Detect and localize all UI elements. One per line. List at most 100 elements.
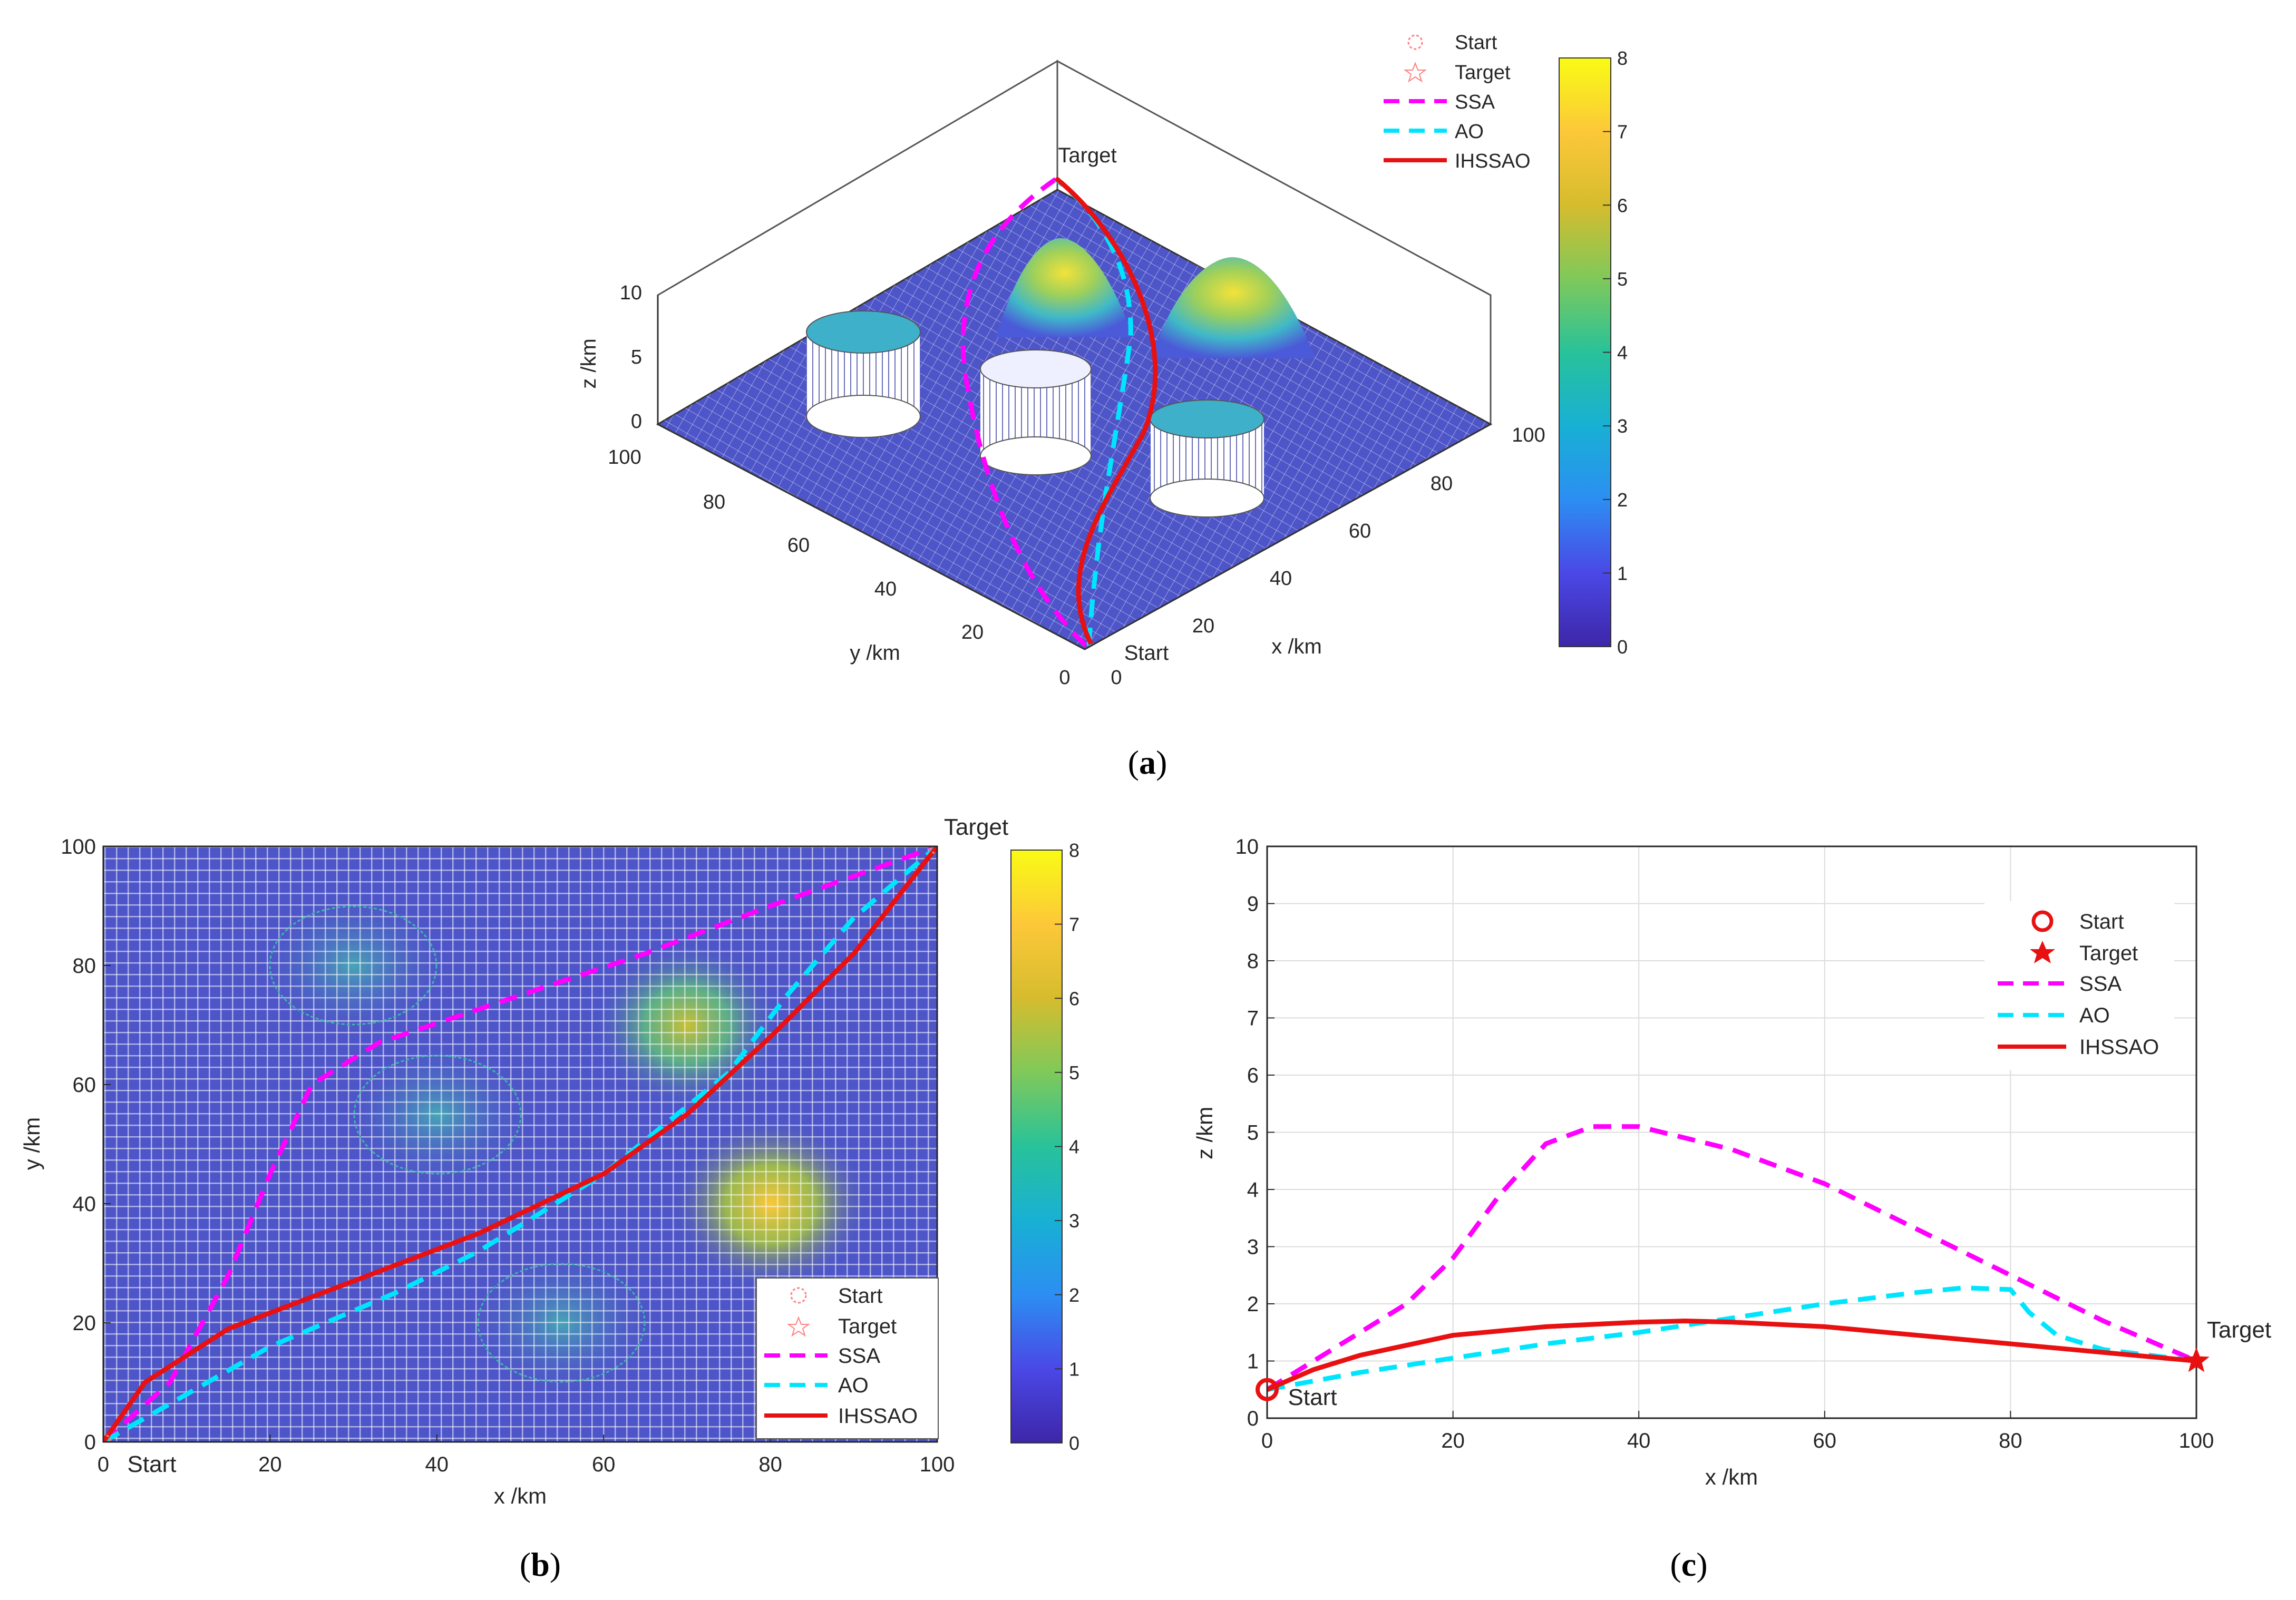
colorbar-tick: 2 — [1617, 489, 1628, 511]
legend-item-ihssao: IHSSAO — [1455, 150, 1531, 172]
c-y-axis-label: z /km — [1192, 1107, 1217, 1159]
legend-a: Start Target SSA AO IHSSAO — [1370, 26, 1547, 184]
colorbar-tick: 4 — [1069, 1136, 1079, 1158]
colorbar-tick: 8 — [1069, 840, 1079, 861]
c-y-tick: 4 — [1247, 1178, 1259, 1202]
x-tick-80: 80 — [1431, 473, 1453, 495]
legend-item-target: Target — [1455, 62, 1511, 84]
z-tick-5: 5 — [631, 346, 642, 368]
legend-c: Start Target SSA AO IHSSAO — [1984, 901, 2174, 1070]
c-series-ao — [1267, 1285, 2196, 1392]
colorbar-tick: 2 — [1069, 1284, 1079, 1306]
label-start-c: Start — [1288, 1384, 1337, 1410]
c-x-tick: 80 — [1999, 1429, 2022, 1452]
label-target-b: Target — [944, 814, 1008, 840]
colorbar-b: 0 1 2 3 4 5 6 7 8 — [1010, 840, 1079, 1454]
colorbar-tick: 1 — [1617, 562, 1628, 584]
c-start-marker — [1256, 1378, 1279, 1401]
b-x-tick: 80 — [758, 1453, 782, 1476]
x-axis-label: x /km — [1271, 635, 1322, 658]
path-3d-ihssao — [1054, 176, 1158, 645]
b-y-tick: 20 — [73, 1312, 96, 1335]
b-y-tick: 60 — [73, 1074, 96, 1097]
b-x-axis-label: x /km — [494, 1484, 547, 1508]
caption-b: (b) — [520, 1546, 561, 1583]
x-tick-0: 0 — [1111, 667, 1122, 689]
y-tick-20: 20 — [961, 621, 984, 643]
legend-b-ao: AO — [838, 1374, 869, 1397]
x-tick-60: 60 — [1349, 520, 1371, 542]
colorbar-a: 0 1 2 3 4 5 6 7 8 — [1559, 47, 1628, 658]
z-tick-10: 10 — [620, 282, 642, 304]
colorbar-tick: 1 — [1069, 1358, 1079, 1380]
colorbar-tick: 7 — [1069, 914, 1079, 935]
colorbar-tick: 3 — [1617, 415, 1628, 437]
b-series-ihssao — [103, 846, 937, 1442]
legend-c-target: Target — [2079, 942, 2138, 965]
colorbar-tick: 4 — [1617, 342, 1628, 364]
z-axis-label: z /km — [577, 338, 600, 389]
c-series-ssa — [1267, 1124, 2196, 1392]
legend-b-ihssao: IHSSAO — [838, 1404, 918, 1428]
x-tick-100: 100 — [1512, 424, 1545, 446]
panel-c-line-plot: 0 20 40 60 80 100 0 1 2 3 4 5 6 7 8 9 10 x /km z /km Tar… — [1192, 835, 2271, 1583]
c-y-tick: 2 — [1247, 1293, 1259, 1316]
c-series-ihssao — [1267, 1319, 2196, 1392]
cylinder-obstacle-2 — [980, 349, 1092, 475]
label-start-b: Start — [128, 1451, 177, 1477]
legend-b: Start Target SSA AO IHSSAO — [756, 1277, 939, 1439]
c-y-tick: 5 — [1247, 1121, 1259, 1145]
legend-c-ao: AO — [2079, 1004, 2110, 1027]
y-tick-40: 40 — [874, 578, 897, 600]
colorbar-tick: 6 — [1069, 988, 1079, 1009]
label-start-a: Start — [1124, 641, 1169, 665]
y-tick-100: 100 — [608, 446, 641, 469]
c-y-tick: 8 — [1247, 950, 1259, 973]
colorbar-tick: 5 — [1617, 268, 1628, 290]
colorbar-tick: 8 — [1617, 47, 1628, 69]
b-y-tick: 40 — [73, 1193, 96, 1216]
colorbar-tick: 6 — [1617, 194, 1628, 216]
legend-c-start: Start — [2079, 910, 2124, 933]
c-y-tick: 0 — [1247, 1407, 1259, 1430]
legend-item-start: Start — [1455, 32, 1497, 54]
colorbar-tick: 0 — [1617, 636, 1628, 658]
y-axis-label: y /km — [850, 641, 900, 665]
b-x-tick: 0 — [98, 1453, 109, 1476]
b-series-ao — [103, 846, 937, 1442]
colorbar-tick: 7 — [1617, 121, 1628, 143]
c-x-tick: 40 — [1627, 1429, 1651, 1452]
c-x-tick: 20 — [1441, 1429, 1465, 1452]
c-x-tick: 0 — [1261, 1429, 1273, 1452]
legend-b-target: Target — [838, 1315, 897, 1338]
c-y-tick: 7 — [1247, 1007, 1259, 1030]
legend-b-start: Start — [838, 1284, 882, 1308]
legend-c-ihssao: IHSSAO — [2079, 1036, 2159, 1059]
hill-peak-6 — [996, 238, 1133, 337]
legend-item-ao: AO — [1455, 121, 1484, 143]
panel-a-surface-plot: 10 5 0 z /km 100 80 60 40 20 0 y /km 0 2… — [577, 26, 1628, 781]
c-y-tick: 1 — [1247, 1350, 1259, 1373]
c-x-axis-label: x /km — [1705, 1465, 1758, 1489]
label-target-c: Target — [2207, 1317, 2271, 1343]
b-x-tick: 100 — [920, 1453, 955, 1476]
legend-start-marker — [1407, 34, 1423, 50]
b-y-axis-label: y /km — [20, 1117, 44, 1170]
b-x-tick: 20 — [258, 1453, 282, 1476]
legend-b-ssa: SSA — [838, 1344, 880, 1368]
x-tick-40: 40 — [1270, 568, 1292, 590]
colorbar-tick: 3 — [1069, 1210, 1079, 1232]
c-target-marker — [2183, 1347, 2210, 1372]
c-y-tick: 6 — [1247, 1064, 1259, 1087]
y-tick-60: 60 — [787, 534, 810, 557]
y-tick-0: 0 — [1059, 667, 1070, 689]
legend-item-ssa: SSA — [1455, 91, 1495, 113]
path-3d-ssa — [960, 177, 1088, 648]
b-y-tick: 80 — [73, 954, 96, 978]
b-x-tick: 60 — [592, 1453, 616, 1476]
legend-target-star — [1403, 62, 1427, 83]
colorbar-tick: 5 — [1069, 1062, 1079, 1084]
z-tick-0: 0 — [631, 411, 642, 433]
